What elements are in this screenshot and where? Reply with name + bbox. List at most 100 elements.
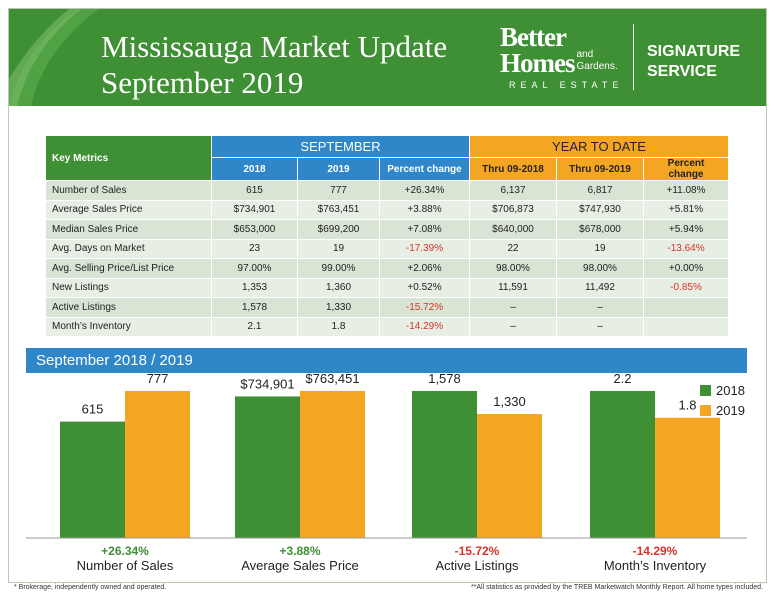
metric-label: Active Listings xyxy=(45,297,212,318)
brand-logo: Better Homes and Gardens. xyxy=(500,22,625,78)
signature-line-1: SIGNATURE xyxy=(647,43,741,60)
brand-homes: Homes xyxy=(500,48,575,78)
table-cell: -17.39% xyxy=(379,238,470,259)
table-cell: 98.00% xyxy=(469,258,557,279)
table-cell: $640,000 xyxy=(469,219,557,240)
footer-left-note: * Brokerage, independently owned and ope… xyxy=(14,584,167,591)
table-cell: $763,451 xyxy=(297,199,380,220)
page-frame xyxy=(8,8,767,583)
table-cell: -13.64% xyxy=(643,238,729,259)
table-cell: – xyxy=(556,316,644,337)
metric-label: Avg. Selling Price/List Price xyxy=(45,258,212,279)
table-cell: 1,578 xyxy=(211,297,298,318)
legend-swatch xyxy=(700,405,711,416)
header-banner: Mississauga Market Update September 2019 xyxy=(9,9,766,106)
footer-right-note: **All statistics as provided by the TREB… xyxy=(470,584,763,591)
table-cell: $747,930 xyxy=(556,199,644,220)
metric-label: Average Sales Price xyxy=(45,199,212,220)
bar-2018 xyxy=(590,390,655,538)
september-group-header: SEPTEMBER xyxy=(211,135,470,158)
col-header: Thru 09-2019 xyxy=(556,157,644,181)
table-cell: 97.00% xyxy=(211,258,298,279)
table-cell: 6,137 xyxy=(469,180,557,201)
category-label: Active Listings xyxy=(435,558,519,573)
table-cell: 1,353 xyxy=(211,277,298,298)
table-row: Median Sales Price $653,000 $699,200 +7.08%… xyxy=(45,219,729,240)
col-header: Percent change xyxy=(379,157,470,181)
brand-and-gardens: and Gardens. xyxy=(576,49,618,72)
bar-value-label: $763,451 xyxy=(305,373,359,386)
bar-2019 xyxy=(477,414,542,538)
percent-change-label: +3.88% xyxy=(279,544,320,558)
legend-swatch xyxy=(700,385,711,396)
table-cell: -0.85% xyxy=(643,277,729,298)
key-metrics-table: Key Metrics SEPTEMBER YEAR TO DATE 2018 … xyxy=(45,135,729,337)
brand-line-1: Better xyxy=(500,22,567,52)
percent-change-label: +26.34% xyxy=(101,544,149,558)
bar-value-label: 2.2 xyxy=(613,373,631,386)
table-cell: 19 xyxy=(297,238,380,259)
table-cell: 11,591 xyxy=(469,277,557,298)
bar-value-label: 777 xyxy=(147,373,169,386)
table-cell: – xyxy=(469,316,557,337)
table-cell: – xyxy=(556,297,644,318)
bar-2018 xyxy=(235,396,300,538)
table-cell: 1,330 xyxy=(297,297,380,318)
brand-divider xyxy=(633,24,634,90)
category-label: Number of Sales xyxy=(77,558,174,573)
table-cell xyxy=(643,316,729,337)
table-cell: 99.00% xyxy=(297,258,380,279)
bar-value-label: 1,330 xyxy=(493,394,526,409)
key-metrics-table-wrap: Key Metrics SEPTEMBER YEAR TO DATE 2018 … xyxy=(45,135,729,337)
table-cell: +2.06% xyxy=(379,258,470,279)
table-cell: +0.52% xyxy=(379,277,470,298)
table-row: Avg. Days on Market 23 19 -17.39% 22 19 -13.64… xyxy=(45,238,729,259)
category-label: Average Sales Price xyxy=(241,558,359,573)
metric-label: Median Sales Price xyxy=(45,219,212,240)
table-cell: 11,492 xyxy=(556,277,644,298)
legend-label: 2018 xyxy=(716,383,745,398)
bar-2019 xyxy=(125,390,190,538)
table-row: Avg. Selling Price/List Price 97.00% 99.00… xyxy=(45,258,729,279)
signature-line-2: SERVICE xyxy=(647,63,717,80)
percent-change-label: -15.72% xyxy=(455,544,500,558)
table-cell: 1,360 xyxy=(297,277,380,298)
table-cell: $706,873 xyxy=(469,199,557,220)
table-row: Month’s Inventory 2.1 1.8 -14.29% – – xyxy=(45,316,729,337)
table-cell: -15.72% xyxy=(379,297,470,318)
table-cell: 98.00% xyxy=(556,258,644,279)
brand-subtitle: REAL ESTATE xyxy=(509,80,624,90)
table-cell: +26.34% xyxy=(379,180,470,201)
table-cell: 19 xyxy=(556,238,644,259)
bar-2019 xyxy=(655,417,720,538)
table-cell: 6,817 xyxy=(556,180,644,201)
bar-value-label: $734,901 xyxy=(240,376,294,391)
metric-label: New Listings xyxy=(45,277,212,298)
leaf-swoosh-icon xyxy=(9,9,99,106)
title-line-2: September 2019 xyxy=(101,65,304,100)
table-cell: 2.1 xyxy=(211,316,298,337)
table-cell: +0.00% xyxy=(643,258,729,279)
bar-value-label: 1.8 xyxy=(678,398,696,413)
chart-banner: September 2018 / 2019 xyxy=(26,348,747,373)
table-cell xyxy=(643,297,729,318)
table-cell: 22 xyxy=(469,238,557,259)
col-header: Thru 09-2018 xyxy=(469,157,557,181)
table-cell: 1.8 xyxy=(297,316,380,337)
table-cell: +3.88% xyxy=(379,199,470,220)
table-cell: -14.29% xyxy=(379,316,470,337)
metric-label: Month’s Inventory xyxy=(45,316,212,337)
col-header: Percent change xyxy=(643,157,729,181)
table-cell: 23 xyxy=(211,238,298,259)
table-row: New Listings 1,353 1,360 +0.52% 11,591 11,492… xyxy=(45,277,729,298)
bar-2018 xyxy=(412,390,477,538)
table-cell: +7.08% xyxy=(379,219,470,240)
col-header: 2018 xyxy=(211,157,298,181)
bar-value-label: 1,578 xyxy=(428,373,461,386)
table-cell: 615 xyxy=(211,180,298,201)
col-header: 2019 xyxy=(297,157,380,181)
title-line-1: Mississauga Market Update xyxy=(101,29,448,64)
bar-chart: 615 777 +26.34%Number of Sales $734,901 $763… xyxy=(26,373,747,573)
brand-line-2: Homes and Gardens. xyxy=(500,48,625,78)
table-cell: $699,200 xyxy=(297,219,380,240)
